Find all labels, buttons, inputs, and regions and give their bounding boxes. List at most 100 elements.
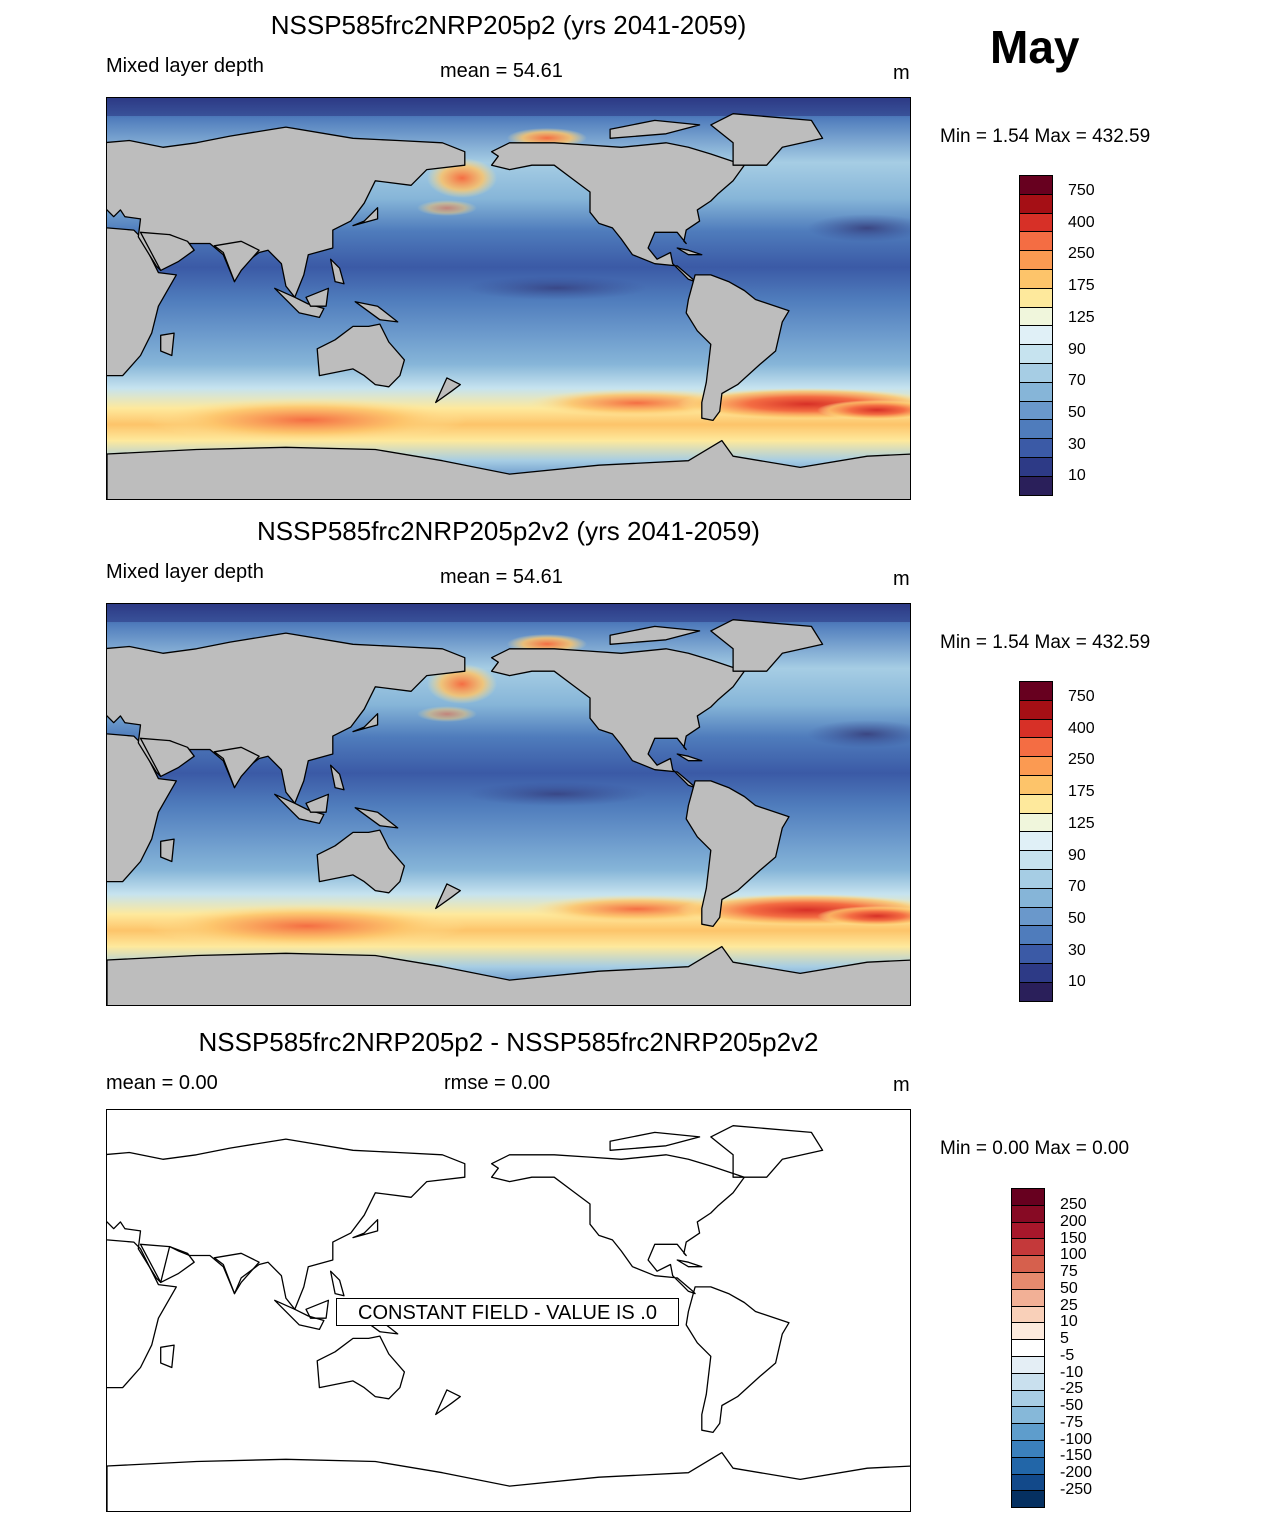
colorbar-swatch <box>1011 1272 1045 1290</box>
colorbar-swatch <box>1019 906 1053 927</box>
colorbar-swatch <box>1011 1490 1045 1509</box>
colorbar-swatch <box>1019 269 1053 289</box>
colorbar-tick-label: 90 <box>1068 846 1086 864</box>
colorbar-tick-label: 125 <box>1068 308 1095 326</box>
colorbar-swatch <box>1011 1238 1045 1257</box>
colorbar-swatch <box>1019 363 1053 383</box>
colorbar-tick-label: -50 <box>1060 1397 1084 1414</box>
colorbar-tick-label: 150 <box>1060 1229 1087 1247</box>
colorbar-tick-label: 70 <box>1068 878 1086 896</box>
colorbar-swatch <box>1019 681 1053 701</box>
colorbar-tick-label: 750 <box>1068 182 1095 199</box>
colorbar-tick-label: 100 <box>1060 1246 1087 1264</box>
colorbar-tick-label: -150 <box>1060 1447 1093 1465</box>
colorbar-swatch <box>1011 1356 1045 1374</box>
colorbar-tick-label: 125 <box>1068 814 1095 832</box>
panel-2-variable-label: Mixed layer depth <box>106 561 264 583</box>
panel-1-minmax: Min = 1.54 Max = 432.59 <box>940 126 1151 147</box>
colorbar-tick-label: 10 <box>1068 973 1086 991</box>
colorbar-tick-label: 10 <box>1068 467 1086 485</box>
colorbar-swatch <box>1019 175 1053 195</box>
colorbar-tick-label: 25 <box>1060 1296 1078 1314</box>
colorbar-swatch <box>1011 1204 1045 1223</box>
colorbar-swatch <box>1019 756 1053 776</box>
colorbar-tick-label: 5 <box>1060 1330 1069 1347</box>
colorbar-swatch <box>1019 475 1053 496</box>
colorbar-swatch <box>1019 306 1053 327</box>
panel-3-units: m <box>893 1074 910 1096</box>
constant-field-notice: CONSTANT FIELD - VALUE IS .0 <box>336 1298 679 1326</box>
colorbar-tick-label: 400 <box>1068 719 1095 737</box>
colorbar-swatch <box>1019 344 1053 364</box>
colorbar-tick-label: 250 <box>1068 245 1095 263</box>
panel-2-minmax: Min = 1.54 Max = 432.59 <box>940 632 1151 653</box>
colorbar-tick-label: 50 <box>1068 909 1086 927</box>
colorbar-swatch <box>1019 831 1053 852</box>
colorbar-swatch <box>1019 457 1053 477</box>
colorbar-swatch <box>1019 325 1053 346</box>
colorbar-swatch <box>1011 1188 1045 1206</box>
colorbar-swatch <box>1011 1473 1045 1492</box>
colorbar-swatch <box>1011 1456 1045 1475</box>
panel-2-map <box>106 603 911 1006</box>
colorbar-tick-label: 175 <box>1068 277 1095 295</box>
colorbar-swatch <box>1019 793 1053 814</box>
colorbar-swatch <box>1019 699 1053 720</box>
colorbar-tick-label: 70 <box>1068 372 1086 390</box>
colorbar-swatch <box>1019 287 1053 308</box>
colorbar-tick-label: 175 <box>1068 783 1095 801</box>
colorbar-swatch <box>1019 381 1053 402</box>
panel-2-title: NSSP585frc2NRP205p2v2 (yrs 2041-2059) <box>257 516 760 546</box>
colorbar-swatch <box>1011 1305 1045 1324</box>
colorbar-swatch <box>1011 1322 1045 1341</box>
panel-2-mean-label: mean = 54.61 <box>440 566 563 588</box>
colorbar-tick-label: -250 <box>1060 1480 1093 1498</box>
panel-3-minmax: Min = 0.00 Max = 0.00 <box>940 1138 1130 1159</box>
colorbar-swatch <box>1011 1339 1045 1357</box>
panel-3-title: NSSP585frc2NRP205p2 - NSSP585frc2NRP205p… <box>198 1027 819 1057</box>
colorbar-tick-label: 200 <box>1060 1212 1087 1230</box>
month-label: May <box>990 21 1080 73</box>
colorbar-tick-label: -5 <box>1060 1346 1075 1364</box>
colorbar-tick-label: 10 <box>1060 1313 1078 1331</box>
panel-3-mean-label: mean = 0.00 <box>106 1072 218 1094</box>
colorbar-swatch <box>1019 231 1053 252</box>
colorbar-swatch <box>1019 193 1053 214</box>
colorbar-swatch <box>1019 812 1053 833</box>
colorbar-tick-label: 50 <box>1060 1279 1078 1297</box>
panel-1-units: m <box>893 62 910 84</box>
colorbar-swatch <box>1019 981 1053 1002</box>
colorbar-swatch <box>1019 963 1053 983</box>
colorbar-swatch <box>1011 1288 1045 1307</box>
colorbar-tick-label: 400 <box>1068 213 1095 231</box>
colorbar-tick-label: 30 <box>1068 435 1086 453</box>
panel-1-variable-label: Mixed layer depth <box>106 55 264 77</box>
colorbar-swatch <box>1011 1255 1045 1273</box>
panel-3-rmse-label: rmse = 0.00 <box>444 1072 551 1094</box>
colorbar-swatch <box>1019 212 1053 233</box>
colorbar-swatch <box>1019 250 1053 270</box>
colorbar-tick-label: 750 <box>1068 688 1095 705</box>
colorbar-swatch <box>1019 400 1053 421</box>
colorbar-tick-label: 75 <box>1060 1263 1078 1280</box>
panel-1-mean-label: mean = 54.61 <box>440 60 563 82</box>
colorbar-swatch <box>1019 419 1053 440</box>
colorbar-tick-label: -200 <box>1060 1464 1093 1481</box>
panel-2-units: m <box>893 568 910 590</box>
colorbar-tick-label: -75 <box>1060 1413 1084 1431</box>
colorbar-swatch <box>1011 1372 1045 1391</box>
colorbar-swatch <box>1019 944 1053 964</box>
colorbar-tick-label: 90 <box>1068 340 1086 358</box>
colorbar-swatch <box>1011 1406 1045 1425</box>
colorbar-swatch <box>1019 887 1053 908</box>
colorbar-tick-label: -25 <box>1060 1380 1084 1398</box>
colorbar-tick-label: 50 <box>1068 403 1086 421</box>
colorbar-swatch <box>1019 718 1053 739</box>
colorbar-tick-label: -100 <box>1060 1430 1093 1448</box>
colorbar-swatch <box>1011 1440 1045 1458</box>
colorbar-swatch <box>1019 925 1053 946</box>
colorbar-swatch <box>1019 438 1053 458</box>
colorbar-swatch <box>1011 1221 1045 1240</box>
colorbar-tick-label: 250 <box>1068 751 1095 769</box>
colorbar-swatch <box>1019 869 1053 889</box>
